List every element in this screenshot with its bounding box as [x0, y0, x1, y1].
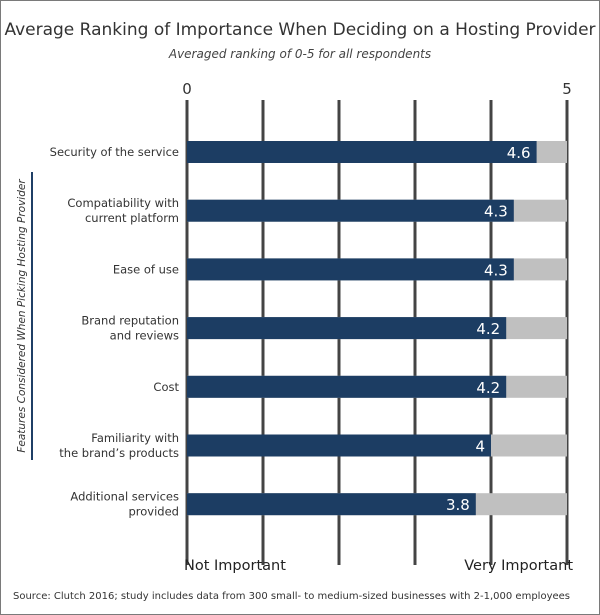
- category-label-1-line-0: Compatiability with: [67, 196, 179, 210]
- chart-subtitle: Averaged ranking of 0-5 for all responde…: [168, 47, 432, 61]
- bar-value-label-0: 4.6: [507, 144, 531, 162]
- bar-value-label-1: 4.3: [484, 203, 508, 221]
- category-label-5-line-1: the brand’s products: [59, 446, 179, 460]
- category-label-3-line-0: Brand reputation: [81, 314, 179, 328]
- category-label-6-line-1: provided: [129, 505, 180, 519]
- category-label-2: Ease of use: [113, 262, 179, 276]
- y-axis-title-rule: [31, 172, 33, 460]
- category-label-4: Cost: [153, 380, 179, 394]
- bar-2: [187, 258, 514, 281]
- x-axis-left-label: Not Important: [184, 558, 286, 574]
- category-label-3-line-1: and reviews: [110, 329, 179, 343]
- category-label-6-line-0: Additional services: [70, 490, 179, 504]
- bar-3: [187, 317, 507, 340]
- bar-value-label-6: 3.8: [446, 496, 470, 514]
- x-axis-right-label: Very Important: [464, 558, 573, 574]
- category-label-0: Security of the service: [50, 145, 179, 159]
- bar-6: [187, 493, 476, 516]
- x-tick-label-1: 5: [562, 80, 572, 98]
- bar-value-label-2: 4.3: [484, 261, 508, 279]
- category-label-1-line-1: current platform: [85, 211, 179, 225]
- bar-4: [187, 375, 507, 398]
- bar-5: [187, 434, 491, 457]
- source-note: Source: Clutch 2016; study includes data…: [13, 591, 571, 602]
- bar-value-label-3: 4.2: [476, 320, 500, 338]
- bar-value-label-5: 4: [475, 438, 485, 456]
- bar-1: [187, 199, 514, 222]
- category-label-5-line-0: Familiarity with: [91, 431, 179, 445]
- x-tick-label-0: 0: [182, 80, 192, 98]
- bar-value-label-4: 4.2: [476, 379, 500, 397]
- bar-0: [187, 141, 537, 163]
- chart-title: Average Ranking of Importance When Decid…: [4, 20, 596, 40]
